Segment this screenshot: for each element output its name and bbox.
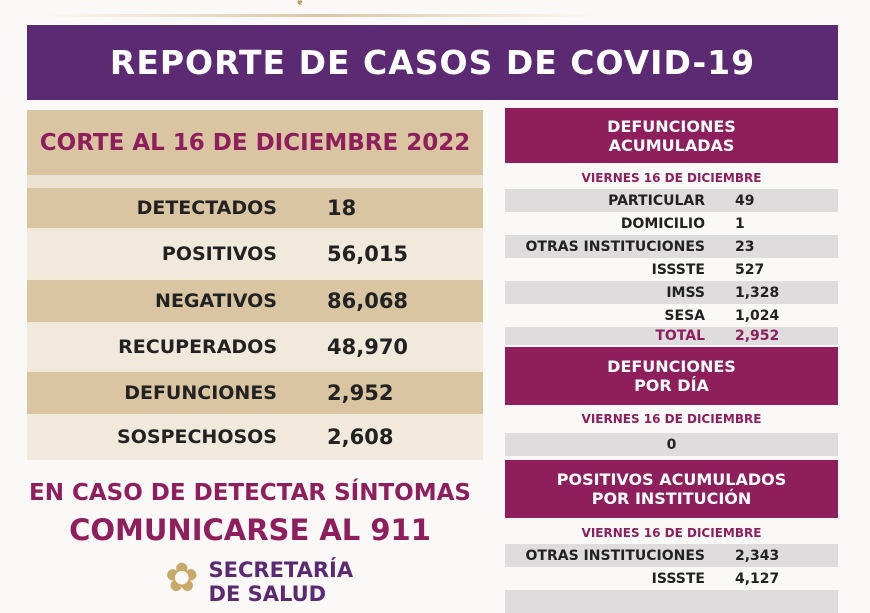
stat-row: DEFUNCIONES 2,952 <box>27 372 483 414</box>
total-row: TOTAL 2,952 <box>505 327 838 345</box>
table-row: PARTICULAR 49 <box>505 189 838 212</box>
table-row: ISSSTE 527 <box>651 261 765 278</box>
stat-row: RECUPERADOS 48,970 <box>27 322 483 372</box>
stat-row: SOSPECHOSOS 2,608 <box>27 414 483 460</box>
table-row: OTRAS INSTITUCIONES 2,343 <box>505 544 838 567</box>
flower-logo-icon: ✿ <box>165 555 199 601</box>
table-row: DOMICILIO 1 <box>620 215 745 232</box>
table-row: ISSSTE 4,127 <box>651 570 780 587</box>
section-header: DEFUNCIONES POR DÍA <box>505 347 838 405</box>
cta-line2: COMUNICARSE AL 911 <box>69 513 431 547</box>
secretaria-logo: ✿ SECRETARÍA DE SALUD <box>165 555 354 606</box>
stat-row: POSITIVOS 56,015 <box>27 228 483 280</box>
table-row: 0 <box>505 433 838 456</box>
stat-row: DETECTADOS 18 <box>27 188 483 228</box>
summary-panel: CORTE AL 16 DE DICIEMBRE 2022 DETECTADOS… <box>27 110 483 460</box>
table-row: SESA 1,024 <box>664 307 780 324</box>
defunciones-por-dia: DEFUNCIONES POR DÍA VIERNES 16 DE DICIEMB… <box>505 347 838 456</box>
emblem-icon: ❦ <box>295 0 305 8</box>
positivos-por-institucion: POSITIVOS ACUMULADOS POR INSTITUCIÓN VIER… <box>505 460 838 613</box>
cutoff-date: CORTE AL 16 DE DICIEMBRE 2022 <box>27 110 483 175</box>
page-title: REPORTE DE CASOS DE COVID-19 <box>27 25 838 100</box>
table-row <box>505 590 838 613</box>
decorative-line <box>40 14 600 17</box>
section-header: POSITIVOS ACUMULADOS POR INSTITUCIÓN <box>505 460 838 518</box>
section-header: DEFUNCIONES ACUMULADAS <box>505 108 838 163</box>
table-row: OTRAS INSTITUCIONES 23 <box>505 235 838 258</box>
stat-row: NEGATIVOS 86,068 <box>27 280 483 322</box>
cta-line1: EN CASO DE DETECTAR SÍNTOMAS <box>29 480 471 506</box>
defunciones-acumuladas: DEFUNCIONES ACUMULADAS VIERNES 16 DE DICI… <box>505 108 838 345</box>
table-row: IMSS 1,328 <box>505 281 838 304</box>
